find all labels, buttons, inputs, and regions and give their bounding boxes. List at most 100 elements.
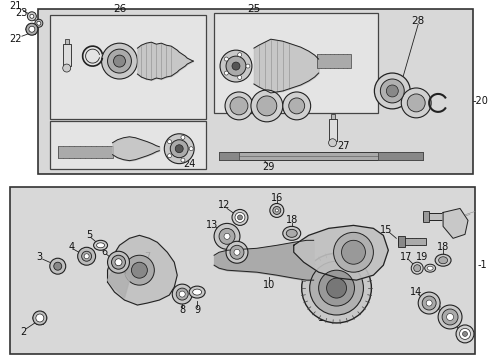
Circle shape [269, 203, 283, 217]
Text: -1: -1 [476, 260, 486, 270]
Circle shape [220, 50, 251, 82]
Bar [64, 39, 68, 44]
Text: 11: 11 [317, 313, 329, 323]
Text: 6: 6 [102, 247, 107, 257]
Ellipse shape [97, 243, 104, 248]
Circle shape [341, 240, 365, 264]
Circle shape [37, 21, 41, 25]
Text: 26: 26 [113, 4, 126, 14]
Text: 14: 14 [409, 287, 422, 297]
Circle shape [176, 288, 188, 300]
Circle shape [275, 209, 278, 212]
Circle shape [237, 76, 241, 80]
Text: 18: 18 [436, 242, 448, 252]
Bar [422, 213, 442, 220]
Circle shape [27, 12, 36, 21]
Circle shape [459, 328, 469, 339]
Text: -20: -20 [472, 96, 488, 106]
Circle shape [455, 325, 473, 343]
Circle shape [231, 62, 240, 70]
Text: 28: 28 [411, 16, 424, 26]
Circle shape [462, 332, 467, 336]
Bar [219, 152, 239, 160]
Circle shape [107, 49, 131, 73]
Text: 27: 27 [337, 141, 349, 151]
Bar [328, 119, 336, 141]
Circle shape [224, 71, 228, 75]
Circle shape [380, 79, 404, 103]
Text: 5: 5 [86, 230, 93, 240]
Circle shape [386, 85, 397, 97]
Bar [50, 15, 205, 119]
Circle shape [225, 56, 245, 76]
Ellipse shape [285, 229, 297, 237]
Circle shape [282, 92, 310, 120]
Bar [219, 152, 422, 160]
Bar [50, 121, 205, 168]
Circle shape [446, 314, 453, 320]
Circle shape [111, 255, 125, 269]
Circle shape [301, 253, 371, 323]
Circle shape [189, 147, 193, 151]
Circle shape [231, 210, 247, 225]
Circle shape [102, 43, 137, 79]
Text: 13: 13 [205, 220, 218, 230]
Bar [58, 146, 112, 158]
Circle shape [26, 23, 38, 35]
Bar [397, 236, 405, 247]
Circle shape [256, 96, 276, 116]
Circle shape [407, 94, 424, 112]
Circle shape [410, 262, 422, 274]
Circle shape [170, 140, 188, 158]
Circle shape [167, 154, 171, 158]
Circle shape [54, 262, 61, 270]
Text: 4: 4 [68, 242, 75, 252]
Circle shape [224, 233, 229, 239]
Polygon shape [442, 208, 467, 238]
Circle shape [224, 57, 228, 61]
Text: 10: 10 [262, 280, 274, 290]
Text: 21: 21 [10, 1, 22, 11]
Polygon shape [293, 225, 387, 280]
Ellipse shape [438, 257, 447, 264]
Circle shape [328, 139, 336, 147]
Bar [444, 219, 459, 225]
Circle shape [50, 258, 65, 274]
Text: 23: 23 [16, 8, 28, 18]
Circle shape [84, 254, 89, 259]
Circle shape [237, 215, 242, 220]
Circle shape [288, 98, 304, 114]
Text: 7: 7 [144, 252, 150, 262]
Bar [330, 114, 334, 119]
Circle shape [107, 251, 129, 273]
Circle shape [124, 255, 154, 285]
Circle shape [181, 135, 184, 139]
Text: 18: 18 [285, 215, 297, 225]
Circle shape [78, 247, 95, 265]
Circle shape [245, 64, 249, 68]
Circle shape [437, 305, 461, 329]
Ellipse shape [434, 254, 450, 266]
Circle shape [309, 261, 363, 315]
Circle shape [172, 284, 192, 304]
Circle shape [29, 26, 35, 32]
Circle shape [81, 251, 91, 261]
Text: 25: 25 [247, 4, 260, 14]
Circle shape [35, 19, 43, 27]
Circle shape [426, 300, 431, 306]
Text: 13: 13 [429, 301, 441, 311]
Circle shape [421, 296, 435, 310]
Text: 24: 24 [183, 159, 195, 168]
Circle shape [441, 309, 457, 325]
Circle shape [333, 232, 373, 272]
Polygon shape [107, 235, 177, 305]
Circle shape [401, 88, 430, 118]
Bar [316, 54, 351, 68]
Polygon shape [107, 265, 129, 298]
Text: 14: 14 [218, 238, 230, 248]
Bar [422, 211, 428, 222]
Text: 12: 12 [217, 201, 230, 211]
Text: 9: 9 [194, 305, 200, 315]
Bar [62, 44, 71, 66]
Circle shape [272, 207, 280, 215]
